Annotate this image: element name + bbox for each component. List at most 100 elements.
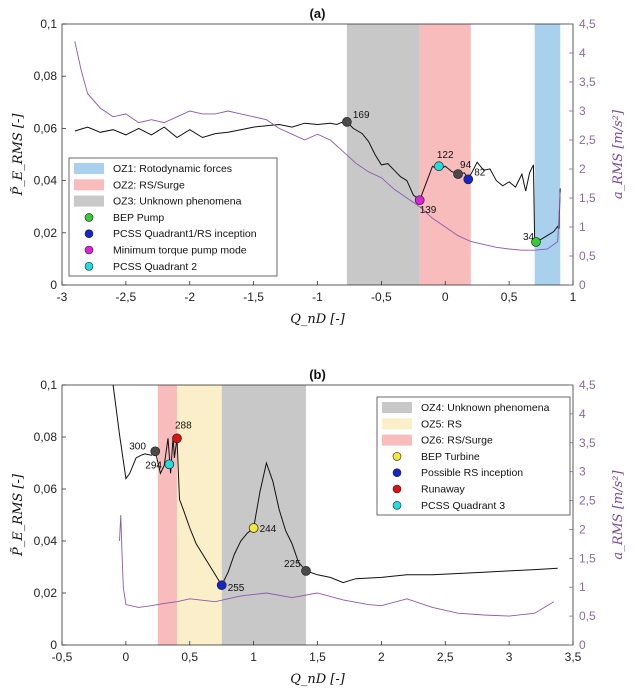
x-tick-label: 1,5 [309, 650, 326, 664]
y-right-tick-label: 2,5 [579, 133, 596, 147]
x-tick-label: 1 [250, 650, 257, 664]
legend-swatch [382, 434, 412, 446]
legend-marker [392, 500, 402, 510]
x-tick-label: 2 [378, 650, 385, 664]
panel-a: -3 -2,5 -2 -1,5 -1 -0,5 0 0,5 100,020,040,060,08… [10, 6, 626, 327]
operating-point-marker [531, 237, 541, 247]
operating-point-label: 82 [474, 167, 486, 178]
pressure-rms-line [74, 121, 561, 245]
panel-title: (b) [309, 367, 326, 382]
legend-marker [392, 484, 402, 494]
y-tick-label: 0,04 [34, 534, 58, 548]
operating-point-marker [150, 446, 161, 457]
y-tick-label: 0,1 [40, 378, 57, 392]
legend-marker [392, 468, 402, 478]
y-right-tick-label: 3 [579, 104, 586, 118]
legend-label: OZ2: RS/Surge [113, 179, 185, 191]
legend-label: BEP Turbine [421, 451, 480, 463]
legend-swatch [382, 402, 412, 413]
x-tick-label: -1 [312, 290, 323, 304]
legend-marker [84, 261, 94, 271]
y-right-tick-label: 1,5 [579, 551, 596, 565]
y-tick-label: 0,06 [34, 482, 58, 496]
y-axis-label: P̃_E_RMS [-] [10, 113, 26, 197]
y-right-tick-label: 0,5 [579, 249, 596, 263]
x-tick-label: 2,5 [437, 650, 454, 664]
legend-swatch [382, 418, 412, 430]
y-tick-label: 0,08 [34, 430, 58, 444]
operating-point-marker [414, 195, 425, 206]
x-axis-label: Q_nD [-] [290, 312, 346, 327]
y-right-tick-label: 1 [579, 580, 586, 594]
zone-band [419, 24, 471, 285]
y-right-axis-label: a_RMS [m/s²] [611, 470, 626, 560]
y-right-tick-label: 3,5 [579, 436, 596, 450]
legend-label: PCSS Quadrant 3 [421, 500, 505, 512]
panel-b: -0,5 0 0,5 1 1,5 2 2,5 3 3,500,020,040,060,080,1… [10, 367, 626, 687]
operating-point-marker [248, 523, 259, 533]
y-right-tick-label: 3,5 [579, 75, 596, 89]
x-tick-label: 0,5 [181, 650, 198, 664]
y-tick-label: 0,02 [34, 226, 58, 240]
legend-marker [392, 452, 402, 461]
x-tick-label: 3 [506, 650, 513, 664]
y-tick-label: 0,08 [34, 69, 58, 83]
legend-marker [84, 245, 94, 255]
y-tick-label: 0 [50, 638, 57, 652]
legend-swatch [74, 195, 104, 207]
x-tick-label: 1 [570, 290, 577, 304]
legend-label: OZ6: RS/Surge [421, 435, 493, 447]
y-right-tick-label: 4,5 [579, 17, 596, 31]
legend-label: OZ5: RS [421, 418, 462, 430]
x-tick-label: -3 [57, 290, 68, 304]
operating-point-label: 244 [260, 524, 277, 535]
operating-point-label: 122 [437, 150, 454, 161]
zone-band [346, 24, 420, 285]
operating-point-marker [216, 580, 227, 591]
y-right-tick-label: 0 [579, 638, 586, 652]
y-right-axis-label: a_RMS [m/s²] [611, 109, 626, 199]
x-tick-label: 3,5 [565, 650, 582, 664]
y-tick-label: 0,02 [34, 586, 58, 600]
legend-label: Runaway [421, 484, 466, 496]
y-tick-label: 0,04 [34, 174, 58, 188]
operating-point-marker [463, 174, 474, 185]
acceleration-rms-line [119, 514, 555, 617]
operating-point-label: 294 [145, 460, 162, 471]
y-right-tick-label: 0,5 [579, 609, 596, 623]
x-tick-label: 0,5 [501, 290, 518, 304]
y-right-tick-label: 4 [579, 46, 586, 60]
zone-band [221, 385, 307, 645]
operating-point-label: 34 [523, 232, 535, 243]
operating-point-marker [301, 566, 311, 576]
operating-point-label: 94 [460, 160, 472, 171]
legend-label: OZ1: Rotodynamic forces [113, 163, 232, 175]
legend-label: OZ4: Unknown phenomena [421, 402, 550, 414]
y-right-tick-label: 2 [579, 162, 586, 176]
legend-label: PCSS Quadrant 2 [113, 261, 197, 273]
legend-box [68, 157, 278, 277]
acceleration-rms-line [74, 41, 561, 251]
operating-point-marker [164, 459, 175, 470]
legend-swatch [74, 163, 104, 174]
legend-box [376, 396, 571, 516]
x-tick-label: -0,5 [371, 290, 392, 304]
y-right-tick-label: 4,5 [579, 378, 596, 392]
operating-point-marker [434, 161, 444, 172]
y-axis-label: P̃_E_RMS [-] [10, 473, 26, 557]
y-right-tick-label: 2,5 [579, 494, 596, 508]
legend-marker [84, 213, 94, 222]
x-tick-label: -2 [184, 290, 195, 304]
y-tick-label: 0,06 [34, 121, 58, 135]
x-tick-label: -2,5 [116, 290, 137, 304]
operating-point-marker [342, 117, 352, 127]
legend-label: PCSS Quadrant1/RS inception [113, 228, 257, 240]
y-right-tick-label: 1,5 [579, 191, 596, 205]
x-tick-label: 0 [442, 290, 449, 304]
legend-marker [84, 229, 94, 238]
y-right-tick-label: 4 [579, 407, 586, 421]
x-tick-label: -1,5 [243, 290, 264, 304]
y-right-tick-label: 0 [579, 278, 586, 292]
y-tick-label: 0,1 [40, 17, 57, 31]
